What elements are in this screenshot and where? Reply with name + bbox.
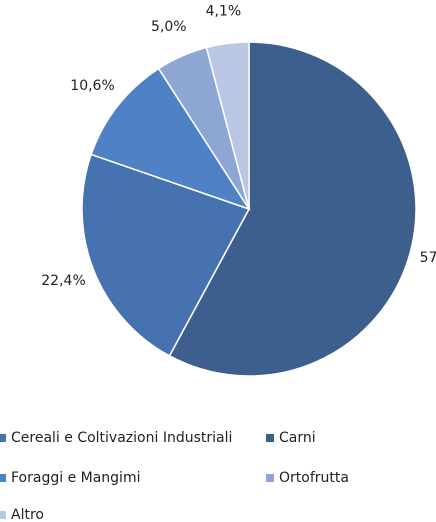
data-label: 5,0% (151, 19, 187, 35)
data-label: 22,4% (41, 273, 85, 289)
legend-label: Foraggi e Mangimi (11, 470, 140, 486)
legend-swatch (266, 434, 274, 442)
pie-slice (90, 67, 251, 211)
pie-slice (168, 41, 417, 377)
legend-swatch (0, 434, 6, 442)
legend-label: Cereali e Coltivazioni Industriali (11, 430, 232, 446)
data-label: 57,9% (420, 250, 436, 266)
pie-slice (81, 153, 251, 357)
data-label: 10,6% (70, 78, 114, 94)
legend-swatch (0, 511, 6, 519)
pie-slice (205, 41, 250, 210)
legend-label: Altro (11, 507, 44, 522)
legend-swatch (266, 474, 274, 482)
legend-label: Carni (279, 430, 316, 446)
data-label: 4,1% (206, 4, 242, 20)
legend-label: Ortofrutta (279, 470, 349, 486)
legend-swatch (0, 474, 6, 482)
